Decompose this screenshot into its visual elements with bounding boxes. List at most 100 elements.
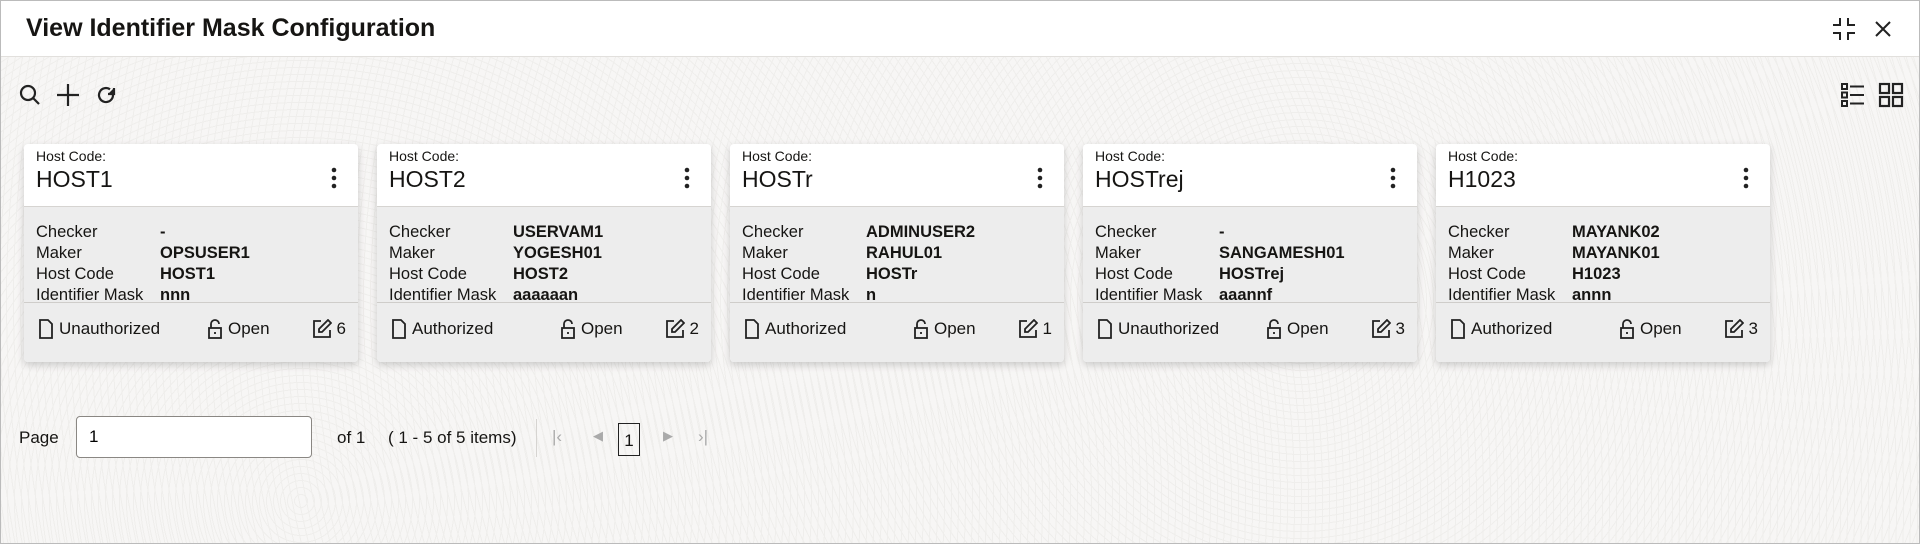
field-value: nnn xyxy=(160,286,191,304)
edit-icon xyxy=(1018,319,1038,338)
edit-icon xyxy=(312,319,332,338)
field-value: MAYANK01 xyxy=(1572,244,1660,262)
field-value: SANGAMESH01 xyxy=(1219,244,1345,262)
modifications[interactable]: 2 xyxy=(665,319,699,339)
card-label: Host Code: xyxy=(36,148,107,164)
edit-icon xyxy=(665,319,685,338)
modification-count: 3 xyxy=(1395,319,1405,338)
record-card[interactable]: Host Code: HOST1 Checker - Maker OPSUSER1 Ho… xyxy=(24,144,358,362)
field-label: Host Code xyxy=(1448,265,1526,283)
more-options-icon[interactable] xyxy=(1383,166,1403,190)
field-value: OPSUSER1 xyxy=(160,244,250,262)
card-footer: Authorized Open 3 xyxy=(1436,303,1770,362)
field-value: - xyxy=(1219,223,1225,241)
unlock-icon xyxy=(208,319,222,339)
page-title: View Identifier Mask Configuration xyxy=(26,14,436,42)
card-header: Host Code: HOSTr xyxy=(730,144,1064,207)
card-label: Host Code: xyxy=(1095,148,1166,164)
page-label: Page xyxy=(19,428,59,447)
lock-status: Open xyxy=(560,319,623,339)
card-label: Host Code: xyxy=(1448,148,1519,164)
prev-page-icon[interactable]: ◀ xyxy=(593,428,603,443)
field-label: Host Code xyxy=(742,265,820,283)
status: Authorized xyxy=(1450,319,1552,339)
close-icon[interactable] xyxy=(1869,15,1897,43)
list-view-icon[interactable] xyxy=(1839,81,1867,109)
field-value: USERVAM1 xyxy=(513,223,604,241)
lock-status: Open xyxy=(913,319,976,339)
card-footer: Authorized Open 1 xyxy=(730,303,1064,362)
add-icon[interactable] xyxy=(54,81,82,109)
lock-status: Open xyxy=(1619,319,1682,339)
field-value: aaaaaan xyxy=(513,286,579,304)
unlock-icon xyxy=(561,319,575,339)
refresh-icon[interactable] xyxy=(92,81,120,109)
card-label: Host Code: xyxy=(389,148,460,164)
modification-count: 1 xyxy=(1042,319,1052,338)
field-row: Maker SANGAMESH01 xyxy=(1095,243,1417,264)
status: Authorized xyxy=(391,319,493,339)
card-body: Checker - Maker SANGAMESH01 Host Code HOSTrej… xyxy=(1083,207,1417,306)
card-title: HOSTrej xyxy=(1095,166,1184,192)
unlock-icon xyxy=(1620,319,1634,339)
minimize-icon[interactable] xyxy=(1830,15,1858,43)
field-row: Identifier Mask aaannf xyxy=(1095,285,1417,306)
more-options-icon[interactable] xyxy=(677,166,697,190)
lock-text: Open xyxy=(581,319,623,338)
search-icon[interactable] xyxy=(16,81,44,109)
card-title: HOSTr xyxy=(742,166,813,192)
first-page-icon[interactable]: |‹ xyxy=(552,427,563,446)
next-page-icon[interactable]: ▶ xyxy=(663,428,673,443)
modifications[interactable]: 3 xyxy=(1371,319,1405,339)
record-card[interactable]: Host Code: H1023 Checker MAYANK02 Maker MAY… xyxy=(1436,144,1770,362)
record-card[interactable]: Host Code: HOSTrej Checker - Maker SANGAMES… xyxy=(1083,144,1417,362)
document-icon xyxy=(745,319,759,339)
status-text: Unauthorized xyxy=(1118,319,1220,338)
more-options-icon[interactable] xyxy=(324,166,344,190)
field-value: HOST1 xyxy=(160,265,216,283)
field-value: H1023 xyxy=(1572,265,1621,283)
record-card[interactable]: Host Code: HOSTr Checker ADMINUSER2 Maker R… xyxy=(730,144,1064,362)
field-label: Maker xyxy=(742,244,788,262)
current-page-button[interactable]: 1 xyxy=(618,423,640,456)
field-row: Host Code HOSTrej xyxy=(1095,264,1417,285)
card-header: Host Code: H1023 xyxy=(1436,144,1770,207)
modification-count: 6 xyxy=(336,319,346,338)
more-options-icon[interactable] xyxy=(1736,166,1756,190)
field-row: Host Code H1023 xyxy=(1448,264,1770,285)
field-label: Identifier Mask xyxy=(36,286,144,304)
modifications[interactable]: 1 xyxy=(1018,319,1052,339)
field-label: Checker xyxy=(1448,223,1510,241)
status-text: Authorized xyxy=(765,319,847,338)
card-header: Host Code: HOST1 xyxy=(24,144,358,207)
page-input[interactable] xyxy=(76,416,312,458)
page-count: of 1 xyxy=(337,428,366,447)
edit-icon xyxy=(1371,319,1391,338)
status: Unauthorized xyxy=(38,319,160,339)
card-body: Checker ADMINUSER2 Maker RAHUL01 Host Code HO… xyxy=(730,207,1064,304)
field-label: Maker xyxy=(36,244,82,262)
field-label: Maker xyxy=(389,244,435,262)
field-row: Maker RAHUL01 xyxy=(742,243,1064,264)
field-value: - xyxy=(160,223,166,241)
modifications[interactable]: 6 xyxy=(312,319,346,339)
document-icon xyxy=(1451,319,1465,339)
last-page-icon[interactable]: ›| xyxy=(698,427,709,446)
field-value: RAHUL01 xyxy=(866,244,943,262)
field-label: Identifier Mask xyxy=(1095,286,1203,304)
field-value: HOSTr xyxy=(866,265,918,283)
field-label: Host Code xyxy=(36,265,114,283)
card-title: H1023 xyxy=(1448,166,1516,192)
modification-count: 3 xyxy=(1748,319,1758,338)
field-row: Maker OPSUSER1 xyxy=(36,243,358,264)
card-body: Checker USERVAM1 Maker YOGESH01 Host Code HOS… xyxy=(377,207,711,304)
modifications[interactable]: 3 xyxy=(1724,319,1758,339)
grid-view-icon[interactable] xyxy=(1877,81,1905,109)
card-header: Host Code: HOST2 xyxy=(377,144,711,207)
field-label: Checker xyxy=(742,223,804,241)
card-footer: Authorized Open 2 xyxy=(377,303,711,362)
field-value: MAYANK02 xyxy=(1572,223,1660,241)
modification-count: 2 xyxy=(689,319,699,338)
record-card[interactable]: Host Code: HOST2 Checker USERVAM1 Maker YOG… xyxy=(377,144,711,362)
more-options-icon[interactable] xyxy=(1030,166,1050,190)
